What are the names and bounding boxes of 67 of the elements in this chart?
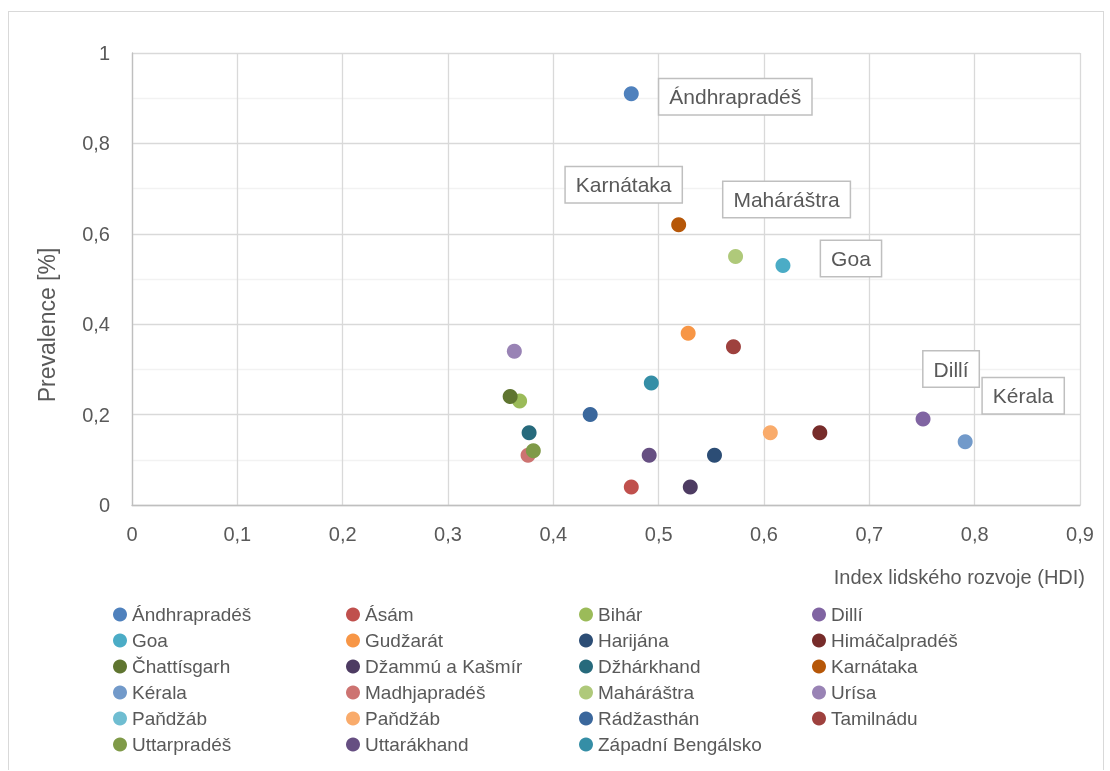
point (775, 257, 791, 273)
x-tick-label: 0 (126, 523, 138, 545)
x-tick-label: 0,9 (1066, 523, 1094, 545)
legend-label: Ándhrapradéš (132, 604, 252, 625)
annotation: Karnátaka (575, 173, 672, 197)
point (525, 443, 541, 459)
legend-label: Karnátaka (831, 656, 919, 677)
point (521, 425, 537, 441)
x-tick-label: 0,1 (223, 523, 252, 545)
legend-label: Ásám (365, 604, 414, 625)
y-tick-label: 1 (98, 42, 110, 64)
y-tick-label: 0,8 (82, 132, 110, 155)
legend-label: Čhattísgarh (132, 656, 231, 677)
point (502, 389, 518, 405)
x-tick-label: 0,7 (855, 523, 884, 545)
point (957, 434, 973, 450)
x-tick-label: 0,2 (328, 523, 357, 545)
point (728, 248, 744, 264)
x-tick-label: 0,3 (434, 523, 462, 545)
annotation: Kérala (992, 384, 1054, 408)
legend-label: Bihár (598, 604, 644, 625)
point (915, 411, 931, 427)
point (725, 339, 741, 355)
x-tick-label: 0,5 (644, 523, 673, 545)
y-tick-label: 0 (98, 494, 110, 516)
legend-label: Goa (132, 630, 169, 651)
annotation: Maháráštra (733, 187, 840, 211)
x-tick-label: 0,4 (539, 523, 568, 545)
y-axis-title: Prevalence [%] (33, 247, 60, 403)
point (623, 479, 639, 495)
point (582, 407, 598, 423)
legend-label: Kérala (132, 682, 188, 703)
x-axis-title: Index lidského rozvoje (HDI) (833, 566, 1085, 588)
legend-label: Paňdžáb (132, 708, 208, 729)
point (641, 447, 657, 463)
point (812, 425, 828, 441)
y-tick-label: 0,2 (82, 403, 110, 426)
legend-label: Džhárkhand (598, 656, 701, 677)
legend-label: Dillí (831, 604, 864, 625)
legend-label: Tamilnádu (831, 708, 918, 729)
point (671, 217, 687, 233)
legend-label: Uttarpradéš (132, 734, 232, 755)
legend-label: Uttarákhand (365, 734, 469, 755)
legend-label: Rádžasthán (598, 708, 700, 729)
x-tick-label: 0,8 (960, 523, 989, 545)
annotation: Goa (831, 246, 872, 270)
legend-label: Himáčalpradéš (831, 630, 958, 651)
point (680, 325, 696, 341)
legend-label: Urísa (831, 682, 877, 703)
point (682, 479, 698, 495)
legend-label: Džammú a Kašmír (365, 656, 523, 677)
legend-label: Maháráštra (598, 682, 695, 703)
y-tick-label: 0,6 (82, 222, 110, 245)
x-tick-label: 0,6 (750, 523, 778, 545)
legend-label: Madhjapradéš (365, 682, 486, 703)
point (643, 375, 659, 391)
legend-label: Gudžarát (365, 630, 444, 651)
point (506, 343, 522, 359)
point (762, 425, 778, 441)
annotation: Dillí (933, 357, 969, 381)
legend-label: Západní Bengálsko (598, 734, 762, 755)
point (707, 447, 722, 463)
annotation: Ándhrapradéš (669, 85, 802, 109)
point (623, 86, 639, 102)
legend-label: Harijána (598, 630, 670, 651)
legend-label: Paňdžáb (365, 708, 441, 729)
y-tick-label: 0,4 (82, 313, 110, 336)
